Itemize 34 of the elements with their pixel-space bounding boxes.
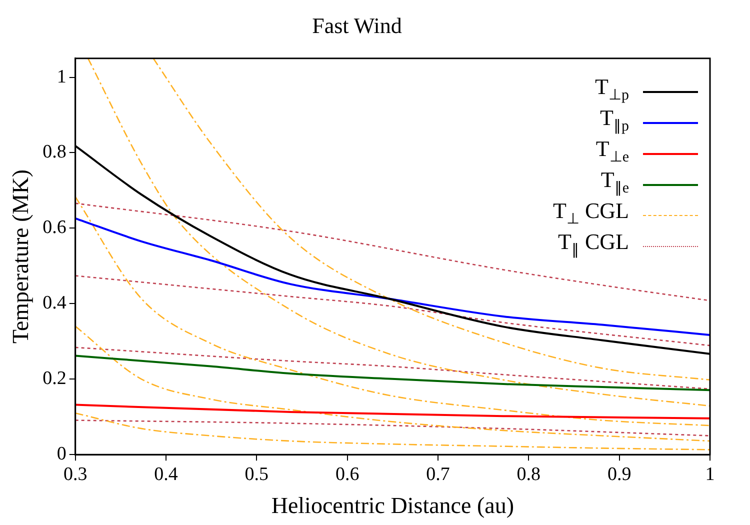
legend-label: T$_{∥e}$ xyxy=(600,167,629,197)
legend-label: T$_{∥p}$ xyxy=(600,105,629,135)
line-series xyxy=(75,420,710,436)
y-tick-label: 0.8 xyxy=(42,142,66,163)
y-tick-label: 0 xyxy=(56,444,66,465)
x-tick-label: 0.3 xyxy=(63,464,88,485)
y-tick-label: 0.2 xyxy=(42,368,66,390)
legend-label: T$_{⊥e}$ xyxy=(596,136,629,166)
x-tick-label: 0.6 xyxy=(335,464,360,485)
y-tick-label: 1 xyxy=(56,66,66,88)
x-tick-label: 1 xyxy=(705,464,715,485)
y-tick-label: 0.4 xyxy=(42,292,67,314)
y-axis-title: Temperature (MK) xyxy=(8,169,33,344)
x-tick-label: 0.8 xyxy=(516,464,541,485)
line-series xyxy=(75,354,710,392)
line-series xyxy=(75,404,710,420)
legend-label: T$_{∥}$ CGL xyxy=(558,228,629,261)
line-series xyxy=(75,412,710,450)
x-tick-label: 0.9 xyxy=(607,464,632,485)
line-series xyxy=(75,346,710,390)
chart-title: Fast Wind xyxy=(312,12,402,38)
legend-label: T$_{⊥}$ CGL xyxy=(553,198,629,228)
line-series xyxy=(75,196,710,426)
x-axis-title: Heliocentric Distance (au) xyxy=(271,493,514,518)
line-series xyxy=(75,275,710,346)
line-series xyxy=(75,326,710,442)
line-series xyxy=(75,202,710,302)
line-series xyxy=(152,58,710,381)
x-tick-label: 0.4 xyxy=(154,464,178,485)
y-tick-label: 0.6 xyxy=(42,217,66,238)
x-tick-label: 0.7 xyxy=(426,464,450,485)
x-tick-label: 0.5 xyxy=(244,464,269,485)
legend-label: T$_{⊥p}$ xyxy=(595,74,629,104)
line-series xyxy=(87,58,710,407)
